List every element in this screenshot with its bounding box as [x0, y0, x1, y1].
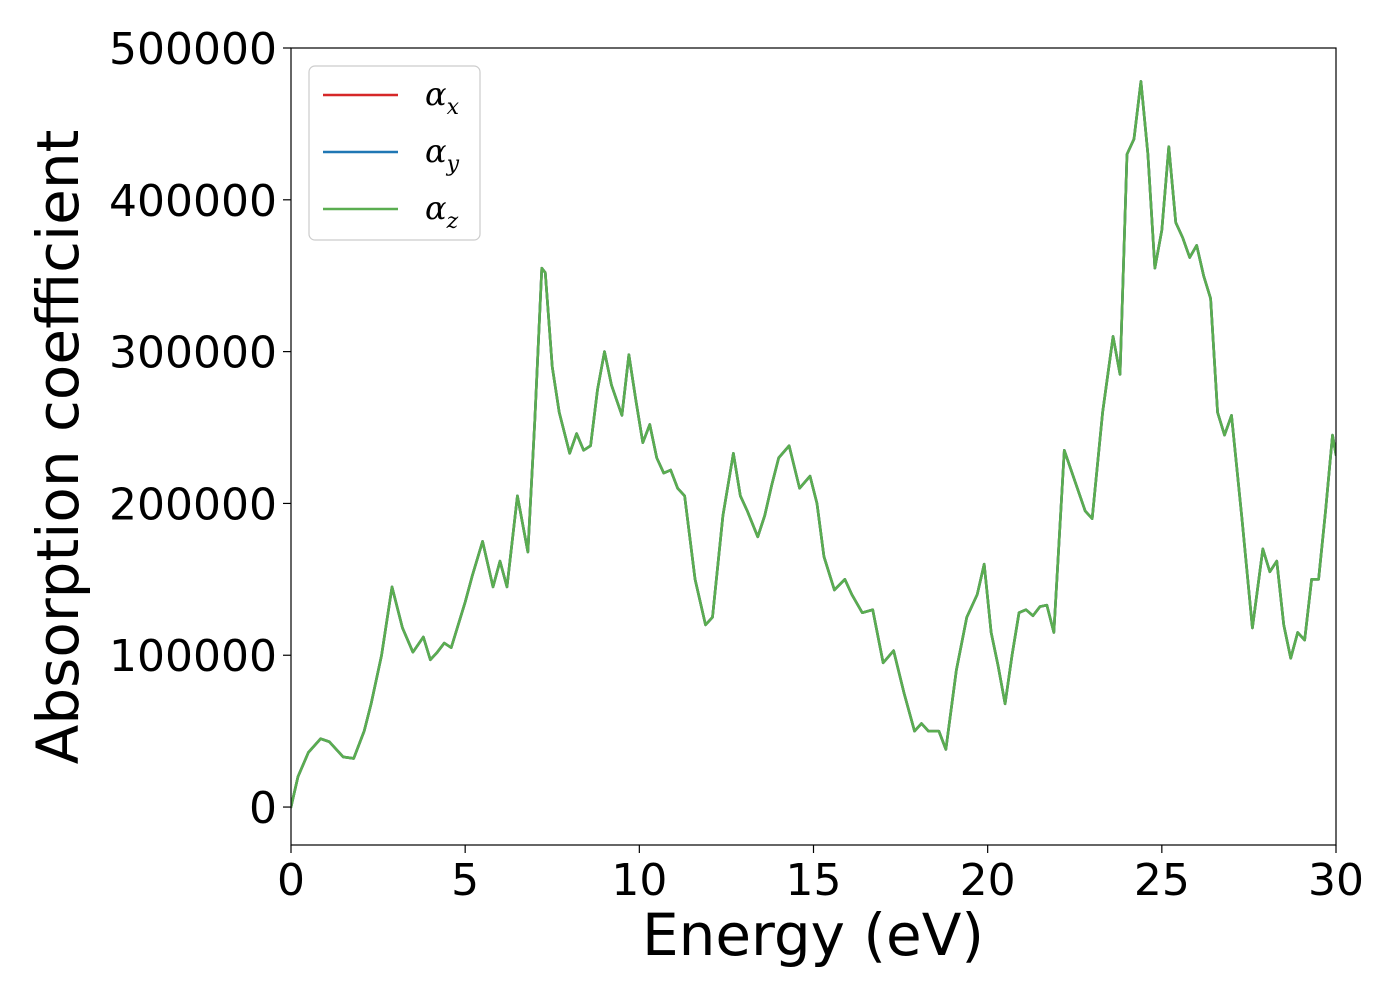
x-tick-label: 25	[1134, 855, 1190, 906]
y-tick-label: 200000	[109, 479, 277, 530]
series-layer	[291, 80, 1336, 809]
x-tick-label: 10	[611, 855, 667, 906]
y-tick-label: 400000	[109, 176, 277, 227]
x-tick-label: 15	[786, 855, 842, 906]
y-tick-label: 500000	[109, 24, 277, 75]
x-tick-label: 5	[451, 855, 479, 906]
series-line-z	[291, 80, 1336, 809]
y-tick-label: 300000	[109, 328, 277, 379]
x-axis: 0 5 10 15 20 25 30	[277, 845, 1364, 906]
y-axis-title: Absorption coefficient	[24, 130, 92, 765]
y-tick-label: 100000	[109, 631, 277, 682]
x-axis-title: Energy (eV)	[642, 901, 984, 969]
y-axis: 0 100000 200000 300000 400000 500000	[109, 24, 291, 834]
x-tick-label: 0	[277, 855, 305, 906]
x-tick-label: 20	[960, 855, 1016, 906]
x-tick-label: 30	[1308, 855, 1364, 906]
y-tick-label: 0	[249, 783, 277, 834]
